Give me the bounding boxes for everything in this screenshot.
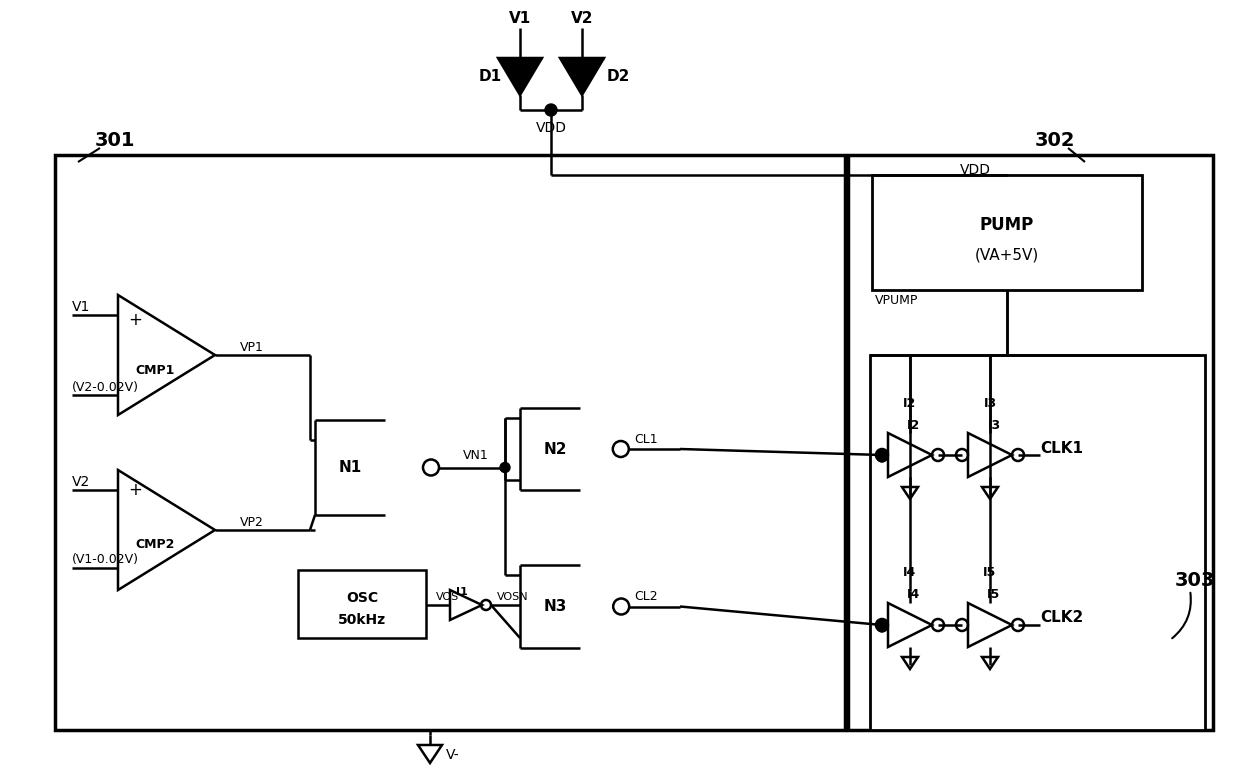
Text: CL2: CL2 <box>634 590 658 603</box>
Text: I4: I4 <box>903 567 917 579</box>
Circle shape <box>877 452 887 462</box>
Text: I4: I4 <box>907 589 921 601</box>
Text: CLK1: CLK1 <box>1040 441 1083 456</box>
Circle shape <box>877 450 887 460</box>
Text: I1: I1 <box>456 587 468 597</box>
Text: N1: N1 <box>338 460 362 475</box>
Bar <box>55 155 845 730</box>
Text: VOSN: VOSN <box>497 592 529 602</box>
Bar <box>299 570 426 638</box>
Text: I3: I3 <box>984 397 996 409</box>
Text: VOS: VOS <box>436 592 460 602</box>
Text: +: + <box>128 311 142 329</box>
Text: V1: V1 <box>509 10 532 26</box>
Text: VPUMP: VPUMP <box>875 293 918 307</box>
Bar <box>870 355 1206 730</box>
Polygon shape <box>498 58 541 95</box>
Text: VN1: VN1 <box>463 449 488 462</box>
Text: I3: I3 <box>987 419 1001 431</box>
Text: V1: V1 <box>72 300 90 314</box>
Polygon shape <box>560 58 603 95</box>
Text: 302: 302 <box>1035 130 1075 150</box>
Text: 303: 303 <box>1175 571 1215 590</box>
Text: 301: 301 <box>94 130 135 150</box>
Text: I5: I5 <box>987 589 1001 601</box>
Text: PUMP: PUMP <box>980 216 1035 234</box>
Text: V2: V2 <box>571 10 593 26</box>
Text: V-: V- <box>446 748 460 762</box>
Text: CMP2: CMP2 <box>135 539 175 551</box>
Text: CMP1: CMP1 <box>135 364 175 376</box>
Circle shape <box>877 622 887 632</box>
Text: VDD: VDD <box>960 163 991 177</box>
Bar <box>847 155 1213 730</box>
Circle shape <box>545 104 558 116</box>
Text: D2: D2 <box>606 68 629 84</box>
Text: CLK2: CLK2 <box>1040 611 1083 626</box>
Text: (V1-0.02V): (V1-0.02V) <box>72 554 139 567</box>
Bar <box>872 175 1142 290</box>
Text: I2: I2 <box>907 419 921 431</box>
Text: N2: N2 <box>543 441 566 456</box>
Circle shape <box>877 620 887 630</box>
Text: I2: I2 <box>903 397 917 409</box>
Text: I5: I5 <box>984 567 996 579</box>
Text: VDD: VDD <box>535 121 566 135</box>
Text: 50kHz: 50kHz <box>338 613 387 627</box>
Circle shape <box>501 463 510 473</box>
Text: N3: N3 <box>544 599 566 614</box>
Text: (V2-0.02V): (V2-0.02V) <box>72 380 139 394</box>
Text: VP2: VP2 <box>240 516 264 528</box>
Text: +: + <box>128 481 142 499</box>
Text: OSC: OSC <box>346 591 378 605</box>
Text: VP1: VP1 <box>240 340 264 354</box>
Text: V2: V2 <box>72 475 90 489</box>
Text: D1: D1 <box>478 68 502 84</box>
Text: CL1: CL1 <box>634 433 658 445</box>
Text: (VA+5V): (VA+5V) <box>975 248 1040 263</box>
